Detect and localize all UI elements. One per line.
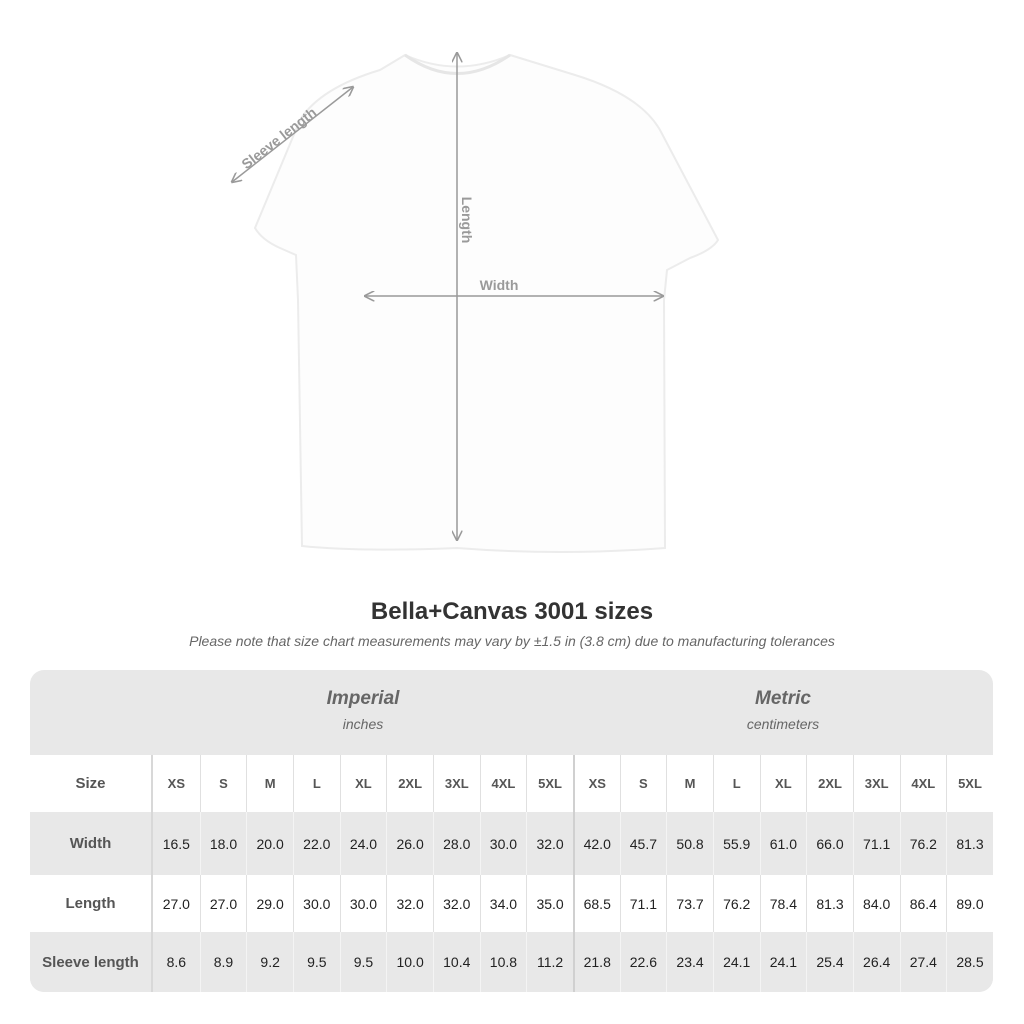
table-cell: 35.0 xyxy=(526,875,573,932)
size-header-cell: 3XL xyxy=(852,755,900,812)
imperial-header: Imperial inches xyxy=(153,670,573,755)
size-header-cell: L xyxy=(292,755,340,812)
table-cell: 71.1 xyxy=(619,875,667,932)
size-header-cell: S xyxy=(199,755,247,812)
size-header-cell: L xyxy=(712,755,760,812)
size-header-row: Size XS S M L XL 2XL 3XL 4XL 5XL XS S M L XL 2XL 3XL 4XL 5… xyxy=(30,755,993,812)
size-header-cell: 3XL xyxy=(432,755,480,812)
table-cell: 27.0 xyxy=(162,895,190,912)
table-cell: 16.5 xyxy=(162,835,190,852)
imperial-unit: inches xyxy=(342,716,384,732)
size-header-cell: 5XL xyxy=(526,755,573,812)
table-cell: 81.3 xyxy=(946,812,993,875)
size-header-cell: XL xyxy=(759,755,807,812)
tshirt-diagram: Length Width Sleeve length xyxy=(0,0,720,553)
table-cell: 28.5 xyxy=(946,932,993,992)
size-header-cell: S xyxy=(619,755,667,812)
table-cell: 30.0 xyxy=(339,875,387,932)
table-cell: 29.0 xyxy=(246,875,293,932)
size-header-cell: 5XL xyxy=(946,755,993,812)
tshirt-shape xyxy=(253,53,720,553)
table-cell: 32.0 xyxy=(432,875,480,932)
table-cell: 8.9 xyxy=(199,932,247,992)
table-cell: 55.9 xyxy=(712,812,760,875)
table-cell: 78.4 xyxy=(759,875,807,932)
metric-header: Metric centimeters xyxy=(573,670,993,755)
table-cell: 24.1 xyxy=(712,932,760,992)
width-label: Width xyxy=(480,277,519,293)
table-cell: 9.2 xyxy=(246,932,293,992)
table-cell: 42.0 xyxy=(572,812,620,875)
table-cell: 68.5 xyxy=(572,875,620,932)
table-row: Length 27.0 27.0 29.0 30.0 30.0 32.0 32.0 34.0 35… xyxy=(30,875,993,932)
table-cell: 24.0 xyxy=(339,812,387,875)
metric-unit: centimeters xyxy=(746,716,820,732)
table-row: Sleeve length 8.6 8.9 9.2 9.5 9.5 10.0 10.4 10.8… xyxy=(30,932,993,992)
table-cell: 66.0 xyxy=(806,812,853,875)
table-cell: 22.0 xyxy=(292,812,340,875)
table-cell: 45.7 xyxy=(619,812,667,875)
size-table: Imperial inches Metric centimeters Size X… xyxy=(30,670,993,992)
table-cell: 20.0 xyxy=(246,812,293,875)
table-cell: 9.5 xyxy=(339,932,387,992)
table-cell: 26.0 xyxy=(386,812,433,875)
table-cell: 9.5 xyxy=(292,932,340,992)
size-header-cell: M xyxy=(666,755,713,812)
table-cell: 22.6 xyxy=(619,932,667,992)
size-header-cell: 2XL xyxy=(806,755,853,812)
row-label: Length xyxy=(30,875,153,932)
table-cell: 27.4 xyxy=(899,932,947,992)
table-cell: 21.8 xyxy=(572,932,620,992)
table-cell: 30.0 xyxy=(479,812,527,875)
table-cell: 11.2 xyxy=(526,932,573,992)
table-cell: 32.0 xyxy=(526,812,573,875)
size-header-cell: XL xyxy=(339,755,387,812)
metric-label: Metric xyxy=(755,688,811,709)
size-header-cell: 4XL xyxy=(899,755,947,812)
table-cell: 81.3 xyxy=(806,875,853,932)
page-title: Bella+Canvas 3001 sizes xyxy=(370,598,654,625)
table-cell: 71.1 xyxy=(852,812,900,875)
length-label: Length xyxy=(459,197,475,244)
table-cell: 76.2 xyxy=(712,875,760,932)
sleeve-arrow xyxy=(232,87,353,182)
size-header-cell: 2XL xyxy=(386,755,433,812)
table-cell: 8.6 xyxy=(166,954,187,970)
table-cell: 10.8 xyxy=(479,932,527,992)
table-cell: 50.8 xyxy=(666,812,713,875)
table-cell: 89.0 xyxy=(946,875,993,932)
table-cell: 28.0 xyxy=(432,812,480,875)
size-header-cell: 4XL xyxy=(479,755,527,812)
size-header-cell: XS xyxy=(572,755,620,812)
imperial-label: Imperial xyxy=(326,688,400,709)
size-header-cell: M xyxy=(246,755,293,812)
table-row: Width 16.5 18.0 20.0 22.0 24.0 26.0 28.0 30.0 32.… xyxy=(30,812,993,875)
table-cell: 73.7 xyxy=(666,875,713,932)
table-cell: 25.4 xyxy=(806,932,853,992)
table-cell: 61.0 xyxy=(759,812,807,875)
table-cell: 18.0 xyxy=(199,812,247,875)
row-label: Size xyxy=(30,755,153,812)
tolerance-note: Please note that size chart measurements… xyxy=(189,633,835,649)
table-cell: 10.4 xyxy=(432,932,480,992)
row-label: Width xyxy=(30,812,153,875)
table-cell: 32.0 xyxy=(386,875,433,932)
table-cell: 24.1 xyxy=(759,932,807,992)
table-cell: 86.4 xyxy=(899,875,947,932)
table-cell: 27.0 xyxy=(199,875,247,932)
table-cell: 76.2 xyxy=(899,812,947,875)
table-cell: 23.4 xyxy=(666,932,713,992)
table-cell: 10.0 xyxy=(386,932,433,992)
row-label: Sleeve length xyxy=(30,932,153,992)
table-cell: 30.0 xyxy=(292,875,340,932)
table-cell: 34.0 xyxy=(479,875,527,932)
table-cell: 84.0 xyxy=(852,875,900,932)
size-header-cell: XS xyxy=(167,776,185,791)
table-cell: 26.4 xyxy=(852,932,900,992)
